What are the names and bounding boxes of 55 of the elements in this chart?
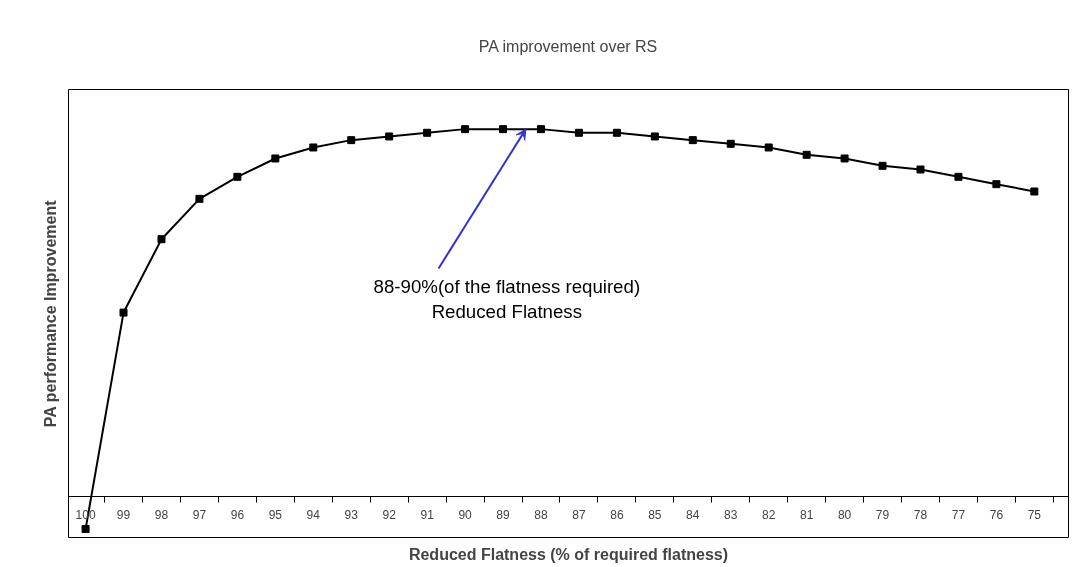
chart-title: PA improvement over RS <box>478 37 658 55</box>
x-tick-label: 75 <box>1027 508 1042 523</box>
point <box>536 125 545 134</box>
point <box>309 143 318 152</box>
x-tick-label: 94 <box>306 508 321 523</box>
point <box>878 161 887 170</box>
point <box>802 150 811 159</box>
x-tick-label: 81 <box>799 508 814 523</box>
point <box>992 180 1001 189</box>
point <box>81 525 90 534</box>
point <box>233 172 242 181</box>
point <box>840 154 849 163</box>
point <box>385 132 394 141</box>
x-tick-label: 91 <box>420 508 435 523</box>
x-tick-label: 86 <box>610 508 624 523</box>
x-tick-label: 89 <box>496 508 511 523</box>
point <box>119 308 128 317</box>
point <box>347 136 356 145</box>
x-tick-label: 90 <box>458 508 473 523</box>
x-tick-label: 88 <box>534 508 548 523</box>
point <box>612 128 621 137</box>
point <box>916 165 925 174</box>
point <box>574 128 583 137</box>
point <box>195 194 204 203</box>
x-tick-label: 93 <box>344 508 359 523</box>
x-tick-label: 83 <box>724 508 738 523</box>
point <box>271 154 280 163</box>
x-tick-label: 95 <box>268 508 283 523</box>
point <box>954 172 963 181</box>
x-tick-label: 82 <box>762 508 776 523</box>
x-tick-label: 98 <box>154 508 169 523</box>
x-tick-label: 80 <box>837 508 852 523</box>
point <box>499 125 508 134</box>
point <box>764 143 773 152</box>
point <box>726 139 735 148</box>
x-tick-label: 77 <box>951 508 966 523</box>
x-tick-label: 78 <box>913 508 928 523</box>
x-tick-label: 79 <box>875 508 890 523</box>
x-tick-label: 87 <box>572 508 586 523</box>
point <box>157 235 166 244</box>
point <box>461 125 470 134</box>
x-tick-label: 76 <box>989 508 1004 523</box>
annotation: 88-90%(of the flatness required) Reduced Flatness <box>373 275 641 323</box>
point <box>423 128 432 137</box>
x-axis-title: Reduced Flatness (% of required flatness) <box>408 545 729 563</box>
x-tick-label: 92 <box>382 508 397 523</box>
x-tick-label: 97 <box>192 508 207 523</box>
x-tick-label: 99 <box>116 508 131 523</box>
x-tick-label: 96 <box>230 508 245 523</box>
point <box>1030 187 1039 196</box>
x-tick-label: 85 <box>648 508 662 523</box>
point <box>650 132 659 141</box>
point <box>688 136 697 145</box>
y-axis-title: PA performance Improvement <box>41 199 59 428</box>
x-tick-label: 84 <box>686 508 700 523</box>
